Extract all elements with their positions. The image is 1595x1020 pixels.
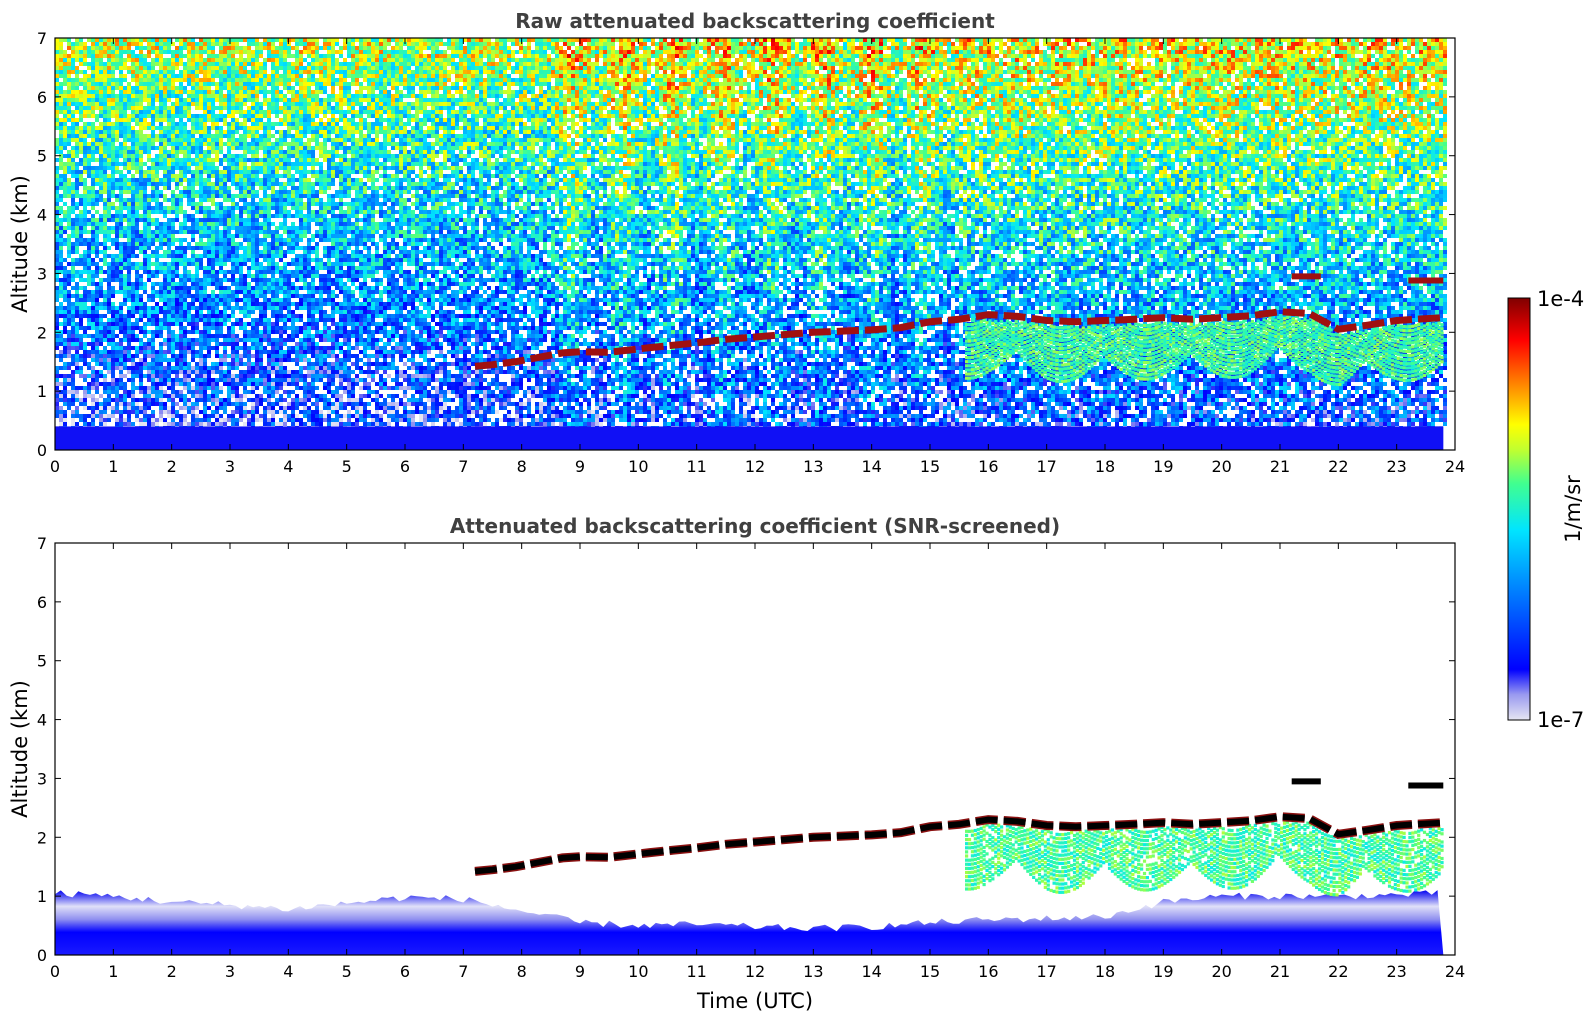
y-tick-label: 5 xyxy=(37,147,47,166)
screened-backscatter-image xyxy=(55,543,1455,955)
x-tick-label: 6 xyxy=(400,962,410,981)
y-tick-label: 3 xyxy=(37,264,47,283)
raw-panel-title: Raw attenuated backscattering coefficien… xyxy=(515,9,995,33)
x-tick-label: 4 xyxy=(283,457,293,476)
x-tick-label: 14 xyxy=(861,457,881,476)
y-tick-label: 7 xyxy=(37,534,47,553)
x-tick-label: 19 xyxy=(1153,457,1173,476)
y-tick-label: 0 xyxy=(37,441,47,460)
x-tick-label: 23 xyxy=(1386,457,1406,476)
raw-backscatter-image xyxy=(55,38,1455,450)
x-tick-label: 9 xyxy=(575,962,585,981)
colorbar: 1e-4 1e-7 1/m/sr xyxy=(1508,287,1585,732)
x-tick-label: 3 xyxy=(225,457,235,476)
x-tick-label: 24 xyxy=(1445,962,1465,981)
x-tick-label: 15 xyxy=(920,962,940,981)
x-tick-label: 1 xyxy=(108,457,118,476)
x-tick-label: 17 xyxy=(1036,962,1056,981)
x-tick-label: 7 xyxy=(458,962,468,981)
colorbar-max-label: 1e-4 xyxy=(1537,287,1584,311)
x-tick-label: 10 xyxy=(628,962,648,981)
raw-panel-ylabel: Altitude (km) xyxy=(8,175,32,313)
x-tick-label: 14 xyxy=(861,962,881,981)
screened-panel-ylabel: Altitude (km) xyxy=(8,680,32,818)
x-tick-label: 22 xyxy=(1328,457,1348,476)
screened-panel-xlabel: Time (UTC) xyxy=(696,989,813,1013)
y-tick-label: 4 xyxy=(37,206,47,225)
x-tick-label: 2 xyxy=(167,457,177,476)
x-tick-label: 20 xyxy=(1211,457,1231,476)
colorbar-unit-label: 1/m/sr xyxy=(1561,475,1585,543)
x-tick-label: 6 xyxy=(400,457,410,476)
x-tick-label: 21 xyxy=(1270,962,1290,981)
y-tick-label: 6 xyxy=(37,593,47,612)
x-tick-label: 16 xyxy=(978,457,998,476)
x-tick-label: 20 xyxy=(1211,962,1231,981)
y-tick-label: 5 xyxy=(37,652,47,671)
x-tick-label: 9 xyxy=(575,457,585,476)
y-tick-label: 2 xyxy=(37,323,47,342)
x-tick-label: 16 xyxy=(978,962,998,981)
x-tick-label: 11 xyxy=(686,962,706,981)
x-tick-label: 22 xyxy=(1328,962,1348,981)
x-tick-label: 11 xyxy=(686,457,706,476)
x-tick-label: 12 xyxy=(745,457,765,476)
x-tick-label: 13 xyxy=(803,457,823,476)
x-tick-label: 5 xyxy=(342,457,352,476)
x-tick-label: 17 xyxy=(1036,457,1056,476)
x-tick-label: 8 xyxy=(517,457,527,476)
y-tick-label: 1 xyxy=(37,382,47,401)
colorbar-min-label: 1e-7 xyxy=(1537,708,1584,732)
x-tick-label: 18 xyxy=(1095,962,1115,981)
y-tick-label: 7 xyxy=(37,29,47,48)
x-tick-label: 2 xyxy=(167,962,177,981)
x-tick-label: 15 xyxy=(920,457,940,476)
x-tick-label: 21 xyxy=(1270,457,1290,476)
screened-backscatter-panel: Attenuated backscattering coefficient (S… xyxy=(8,514,1465,1013)
x-tick-label: 0 xyxy=(50,457,60,476)
x-tick-label: 10 xyxy=(628,457,648,476)
x-tick-label: 19 xyxy=(1153,962,1173,981)
screened-panel-title: Attenuated backscattering coefficient (S… xyxy=(450,514,1060,538)
y-tick-label: 3 xyxy=(37,769,47,788)
x-tick-label: 0 xyxy=(50,962,60,981)
x-tick-label: 13 xyxy=(803,962,823,981)
x-tick-label: 23 xyxy=(1386,962,1406,981)
x-tick-label: 18 xyxy=(1095,457,1115,476)
raw-backscatter-panel: Raw attenuated backscattering coefficien… xyxy=(8,9,1465,476)
y-tick-label: 1 xyxy=(37,887,47,906)
x-tick-label: 24 xyxy=(1445,457,1465,476)
y-tick-label: 0 xyxy=(37,946,47,965)
x-tick-label: 3 xyxy=(225,962,235,981)
x-tick-label: 7 xyxy=(458,457,468,476)
x-tick-label: 8 xyxy=(517,962,527,981)
raw-surface-layer xyxy=(55,426,1443,450)
x-tick-label: 4 xyxy=(283,962,293,981)
colorbar-scale xyxy=(1508,298,1530,720)
raw-noise-field xyxy=(55,38,1447,430)
x-tick-label: 12 xyxy=(745,962,765,981)
screened-background xyxy=(55,543,1455,955)
x-tick-label: 5 xyxy=(342,962,352,981)
y-tick-label: 6 xyxy=(37,88,47,107)
x-tick-label: 1 xyxy=(108,962,118,981)
y-tick-label: 4 xyxy=(37,711,47,730)
y-tick-label: 2 xyxy=(37,828,47,847)
